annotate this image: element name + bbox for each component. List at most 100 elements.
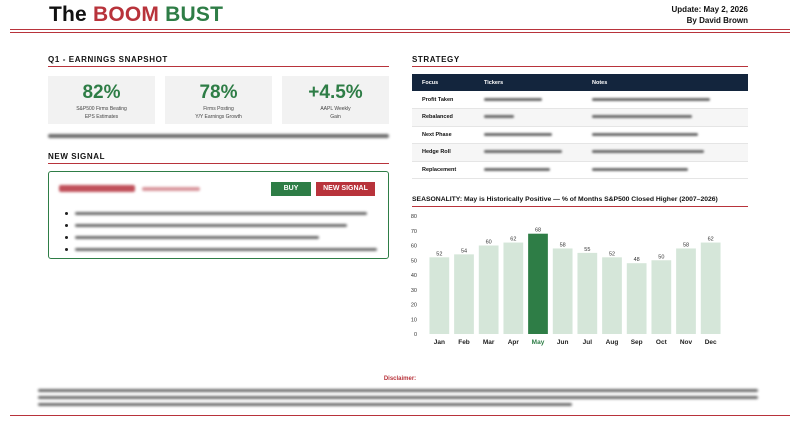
data-label: 48	[634, 257, 640, 263]
y-tick-label: 30	[411, 288, 417, 294]
data-label: 52	[436, 251, 442, 257]
redacted-text	[484, 97, 542, 101]
stat-label: EPS Estimates	[84, 114, 119, 120]
new-signal-button[interactable]: NEW SIGNAL	[316, 182, 375, 196]
notes-cell	[582, 143, 748, 162]
signal-rule	[48, 163, 389, 164]
y-tick-label: 50	[411, 258, 417, 264]
brand-word-boom: BOOM	[92, 3, 160, 26]
signal-title: NEW SIGNAL	[48, 152, 106, 161]
focus-cell: Profit Taken	[412, 91, 474, 109]
data-label: 62	[708, 237, 714, 243]
data-label: 60	[486, 240, 492, 246]
stat-label: S&P500 Firms Beating	[76, 106, 127, 112]
redacted-signal-sub	[142, 187, 200, 191]
redacted-text	[592, 150, 704, 154]
bullet-icon	[65, 224, 68, 227]
redacted-text	[484, 132, 552, 136]
redacted-text	[484, 150, 562, 154]
table-row: Replacement	[412, 161, 748, 179]
redacted-text	[75, 224, 347, 227]
bar	[577, 252, 598, 334]
x-tick-label: Jun	[557, 339, 569, 346]
stat-card-aapl: +4.5% AAPL Weekly Gain	[282, 76, 389, 124]
stat-label: Y/Y Earnings Growth	[195, 114, 242, 120]
x-tick-label: Aug	[606, 339, 619, 346]
chart-title: SEASONALITY: May is Historically Positiv…	[412, 196, 718, 203]
y-tick-label: 40	[411, 273, 417, 279]
redacted-text	[484, 167, 550, 171]
header-rule	[10, 29, 790, 33]
brand-logo: The BOOM BUST	[49, 3, 223, 27]
table-row: Rebalanced	[412, 108, 748, 127]
bar	[429, 257, 450, 334]
notes-cell	[582, 108, 748, 127]
tickers-cell	[474, 143, 582, 162]
redacted-text	[75, 212, 367, 215]
bar	[626, 263, 647, 334]
header: The BOOM BUST Update: May 2, 2026 By Dav…	[0, 0, 800, 34]
y-tick-label: 10	[411, 317, 417, 323]
x-tick-label: Oct	[656, 339, 668, 346]
stat-card-beating: 82% S&P500 Firms Beating EPS Estimates	[48, 76, 155, 124]
redacted-text	[484, 115, 514, 119]
redacted-disclaimer	[38, 389, 758, 392]
x-tick-label: Dec	[705, 339, 717, 346]
redacted-disclaimer	[38, 396, 758, 399]
chart-rule	[412, 206, 748, 207]
focus-cell: Replacement	[412, 161, 474, 179]
column-header-notes: Notes	[582, 74, 748, 91]
column-header-focus: Focus	[412, 74, 474, 91]
y-tick-label: 80	[411, 214, 417, 220]
bar	[478, 245, 499, 334]
bar	[651, 260, 672, 334]
buy-button[interactable]: BUY	[271, 182, 311, 196]
signal-card: BUY NEW SIGNAL	[48, 171, 389, 259]
y-tick-label: 20	[411, 303, 417, 309]
tickers-cell	[474, 91, 582, 109]
table-row: Next Phase	[412, 126, 748, 144]
footer-rule	[10, 415, 790, 416]
x-tick-label: Feb	[458, 339, 470, 346]
stat-value: +4.5%	[308, 82, 363, 103]
focus-cell: Hedge Roll	[412, 143, 474, 162]
y-tick-label: 0	[414, 332, 417, 338]
snapshot-title: Q1 - EARNINGS SNAPSHOT	[48, 55, 168, 64]
redacted-disclaimer	[38, 403, 572, 406]
seasonality-chart: 0 10 20 30 40 50 60 70 80 52 Jan 54 Feb 60 Mar 62 Apr 68 M…	[411, 214, 721, 346]
notes-cell	[582, 91, 748, 109]
table-header-row: Focus Tickers Notes	[412, 74, 748, 91]
bar	[552, 248, 573, 334]
bar	[676, 248, 696, 334]
data-label: 55	[584, 247, 590, 253]
stat-value: 82%	[82, 82, 121, 103]
redacted-text	[48, 134, 389, 138]
focus-cell: Next Phase	[412, 126, 474, 144]
table-row: Profit Taken	[412, 91, 748, 109]
bullet-icon	[65, 212, 68, 215]
data-label: 62	[510, 237, 516, 243]
notes-cell	[582, 161, 748, 179]
bar	[528, 233, 548, 334]
x-tick-label: Nov	[680, 339, 693, 346]
redacted-signal-name	[59, 185, 135, 192]
data-label: 50	[658, 254, 664, 260]
stat-label: Firms Posting	[203, 106, 234, 112]
redacted-text	[75, 236, 319, 239]
disclaimer-label: Disclaimer:	[383, 376, 417, 382]
bullet-icon	[65, 236, 68, 239]
focus-cell: Rebalanced	[412, 108, 474, 127]
y-tick-label: 60	[411, 244, 417, 250]
table-row: Hedge Roll	[412, 143, 748, 162]
strategy-title: STRATEGY	[412, 55, 460, 64]
brand-word-the: The	[49, 3, 87, 26]
redacted-text	[592, 97, 710, 101]
strategy-rule	[412, 66, 748, 67]
bar	[602, 257, 622, 334]
x-tick-label: Jul	[583, 339, 593, 346]
redacted-text	[592, 115, 692, 119]
data-label: 54	[461, 248, 467, 254]
x-tick-label: May	[532, 339, 545, 346]
redacted-text	[75, 248, 377, 251]
update-date: Update: May 2, 2026	[671, 5, 748, 14]
